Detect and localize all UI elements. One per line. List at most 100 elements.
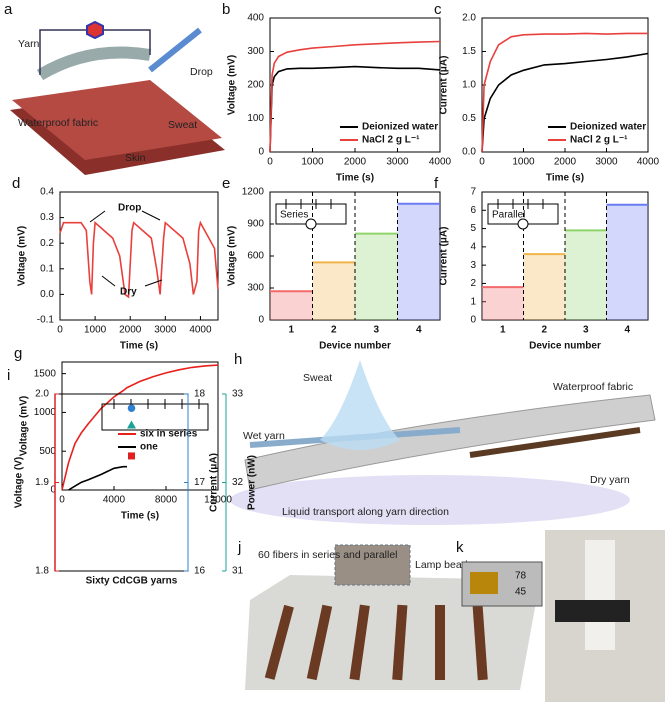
x-tick-label: 4000 [429,157,452,168]
y-tick-label: 0.0 [462,147,476,158]
panel-label: c [434,1,442,18]
panel-label: i [7,367,10,384]
arm [585,540,615,650]
label: Lamp bead [415,559,468,571]
y-tick-label: 1 [470,296,476,307]
arrow [141,210,161,221]
x-axis-label: Time (s) [121,511,159,522]
y-tick-label: 0 [258,147,264,158]
x-tick-label: 2 [541,325,547,336]
panel-label: k [456,539,464,556]
x-tick-label: 4000 [103,495,126,506]
label: Skin [125,152,146,164]
band [555,600,630,622]
label: Wet yarn [243,430,285,442]
illustration-h: Sweat Waterproof fabric Wet yarn Dry yar… [230,351,656,525]
x-tick-label: 3 [373,325,379,336]
x-tick-label: 1 [500,325,506,336]
circuit-inset [101,403,209,431]
line-series [481,52,649,153]
fiber-strip [435,605,445,680]
y-tick-label: 1.8 [35,566,49,577]
y-tick-label: 0.1 [40,263,54,274]
x-tick-label: 4 [416,325,422,336]
y-tick-label: 0 [258,315,264,326]
legend-label: NaCl 2 g L⁻¹ [362,135,420,146]
y-axis-label: Voltage (mV) [19,396,30,456]
x-tick-label: 8000 [155,495,178,506]
panel-label: j [237,539,241,556]
label: Sweat [303,372,332,384]
label: Sweat [168,119,197,131]
x-tick-label: 4000 [189,325,212,336]
marker [128,452,135,460]
y-tick-label: 0.2 [40,238,54,249]
x-tick-label: 1 [288,325,294,336]
line-series [481,32,648,153]
x-tick-label: 1000 [301,157,324,168]
y-tick-label: 0.4 [40,187,54,198]
x-tick-label: 2000 [119,325,142,336]
x-axis-label: Device number [529,341,601,352]
fiber-strip [392,604,408,681]
y-tick-label: 100 [247,113,264,124]
y-tick-label: 900 [247,219,264,230]
x-tick-label: 0 [479,157,485,168]
plot-frame [54,393,189,572]
y-tick-label: 0.5 [462,113,476,124]
marker [127,420,136,429]
sweat-drop [320,360,400,450]
panel-label: e [222,175,230,192]
y-tick-label: 31 [232,566,244,577]
arrow [89,210,106,223]
fabric-layer [12,80,222,160]
y-tick-label: 0.0 [40,289,54,300]
y-tick-label: 16 [194,566,206,577]
y-axis-label: Current (μA) [209,453,220,512]
step-fill [312,262,355,320]
circuit-inset [275,203,347,225]
y-tick-label: 400 [247,13,264,24]
y-tick-label: 0 [50,485,56,496]
line-series [68,465,127,491]
panel-label: a [4,1,13,18]
meter [305,218,317,230]
panel-label: d [12,175,20,192]
x-tick-label: Sixty CdCGB yarns [86,576,178,587]
dry-yarn [469,427,641,458]
panel-label: h [234,351,242,368]
legend-label: Deionized water [570,122,646,133]
fiber-strip [349,604,370,681]
x-tick-label: 4000 [637,157,660,168]
panel-label: b [222,1,230,18]
fiber-strip [306,604,333,681]
x-tick-label: 12000 [204,495,232,506]
x-tick-label: 1000 [84,325,107,336]
step-fill [270,291,313,320]
lamp-inset [334,544,411,586]
legend-label: NaCl 2 g L⁻¹ [570,135,628,146]
y-tick-label: 2.0 [35,389,49,400]
y-tick-label: 600 [247,251,264,262]
y-axis-label: Voltage (mV) [227,55,238,115]
x-tick-label: 2000 [344,157,367,168]
y-tick-label: 1500 [34,368,57,379]
display-inset [461,561,543,607]
x-tick-label: 3 [583,325,589,336]
y-tick-label: 33 [232,389,244,400]
x-tick-label: 2 [331,325,337,336]
step-fill [355,233,398,320]
fiber-strip [264,604,294,680]
step-fill [606,204,648,320]
y-tick-label: -0.1 [37,315,55,326]
label: Liquid transport along yarn direction [282,506,449,518]
reading: 45 [515,587,527,598]
arrow [101,275,116,287]
illustration-a: Yarn Drop Waterproof fabric Sweat Skin a [4,1,225,175]
y-tick-label: 1200 [242,187,265,198]
annotation: Dry [120,287,137,298]
annotation: Drop [118,203,141,214]
y-tick-label: 1.0 [462,80,476,91]
x-tick-label: 0 [57,325,63,336]
legend-label: Deionized water [362,122,438,133]
